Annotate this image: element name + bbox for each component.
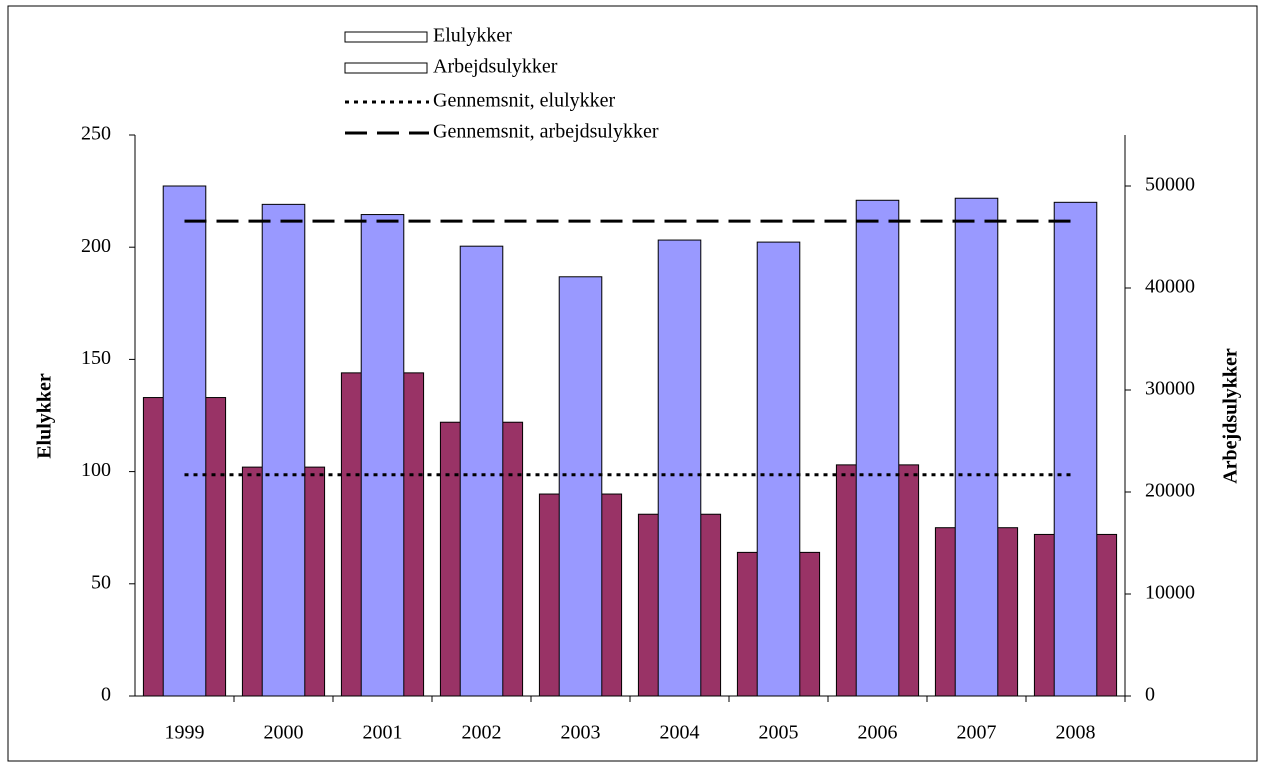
y2-tick-label: 10000 <box>1145 582 1195 604</box>
x-tick-label: 2002 <box>462 722 502 744</box>
y-tick-label: 50 <box>91 571 111 593</box>
x-tick-label: 2007 <box>957 722 997 744</box>
x-tick-label: 2008 <box>1056 722 1096 744</box>
bar <box>855 199 900 697</box>
legend-label: Gennemsnit, elulykker <box>433 90 616 112</box>
y-tick-label: 150 <box>81 347 111 369</box>
y-axis-label: Elulykker <box>34 373 56 459</box>
y-tick-label: 200 <box>81 235 111 257</box>
x-tick-label: 2001 <box>363 722 403 744</box>
bar <box>459 245 504 697</box>
legend-label: Gennemsnit, arbejdsulykker <box>433 121 659 143</box>
bar <box>360 214 405 697</box>
bar <box>261 203 306 697</box>
x-tick-label: 2006 <box>858 722 898 744</box>
legend-label: Elulykker <box>433 25 512 47</box>
y2-tick-label: 20000 <box>1145 480 1195 502</box>
legend-label: Arbejdsulykker <box>433 56 558 78</box>
y2-tick-label: 40000 <box>1145 276 1195 298</box>
y-tick-label: 0 <box>101 684 111 706</box>
bar <box>162 185 207 697</box>
legend-swatch <box>344 31 428 43</box>
x-tick-label: 2003 <box>561 722 601 744</box>
y2-axis-label: Arbejdsulykker <box>1220 348 1242 484</box>
bar <box>558 276 603 697</box>
x-tick-label: 2000 <box>264 722 304 744</box>
bar <box>657 239 702 697</box>
y-tick-label: 100 <box>81 459 111 481</box>
x-tick-label: 2005 <box>759 722 799 744</box>
bar <box>1053 201 1098 697</box>
x-tick-label: 2004 <box>660 722 700 744</box>
y2-tick-label: 30000 <box>1145 378 1195 400</box>
bar <box>756 241 801 697</box>
x-tick-label: 1999 <box>165 722 205 744</box>
y2-tick-label: 0 <box>1145 684 1155 706</box>
legend-swatch <box>344 62 428 74</box>
y2-tick-label: 50000 <box>1145 174 1195 196</box>
bar <box>954 197 999 697</box>
y-tick-label: 250 <box>81 123 111 145</box>
